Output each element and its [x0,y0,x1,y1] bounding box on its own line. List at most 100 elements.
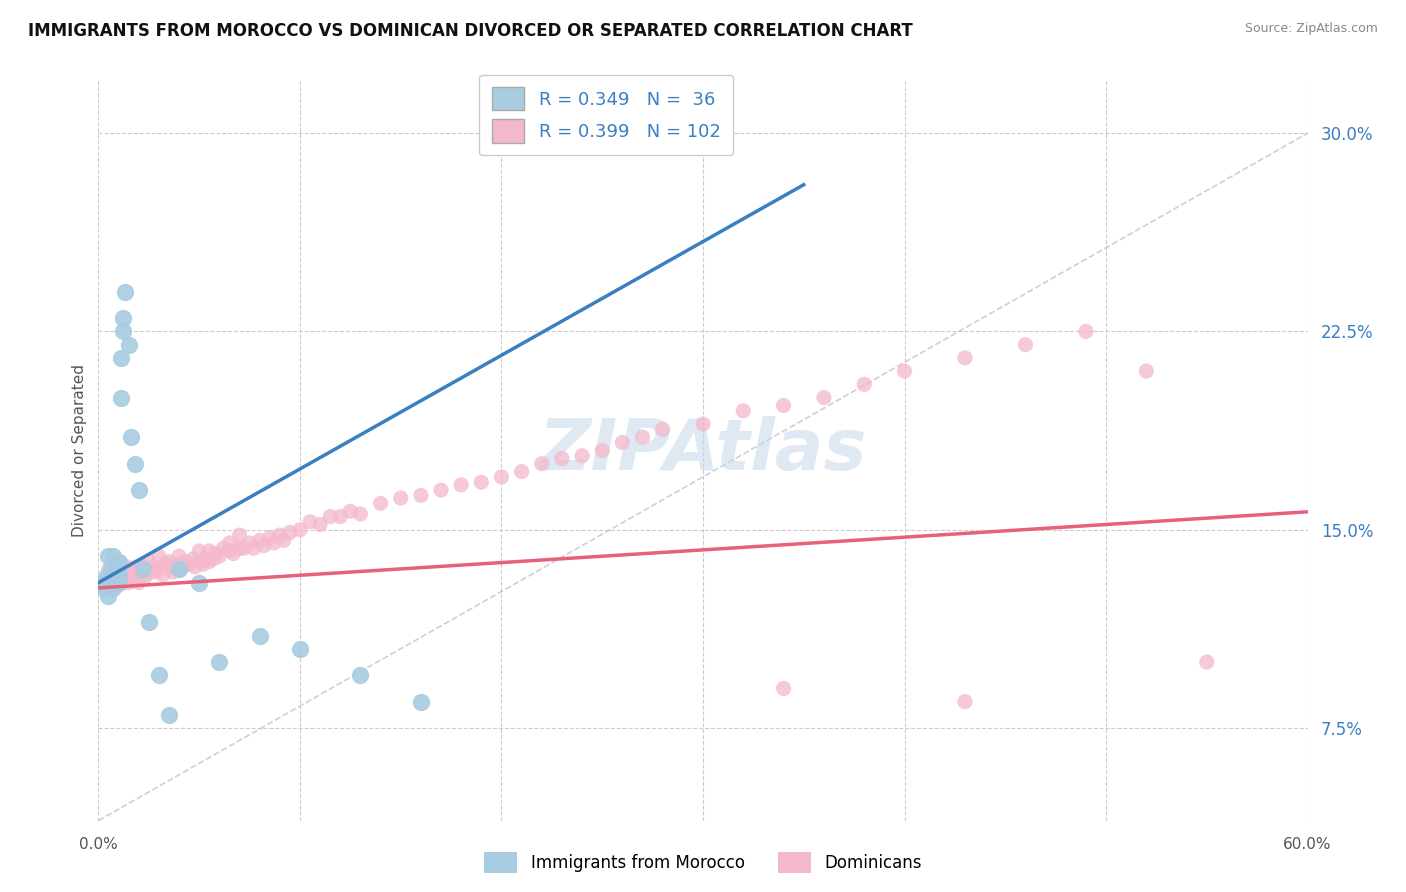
Point [103,575,125,590]
Point [142,559,165,574]
Point [103,562,125,576]
Point [222,547,245,561]
Point [853,377,876,392]
Point [132,562,155,576]
Point [167,562,190,576]
Text: ZIPAtlas: ZIPAtlas [538,416,868,485]
Text: IMMIGRANTS FROM MOROCCO VS DOMINICAN DIVORCED OR SEPARATED CORRELATION CHART: IMMIGRANTS FROM MOROCCO VS DOMINICAN DIV… [28,22,912,40]
Point [157,554,180,569]
Point [309,517,332,532]
Point [107,570,129,584]
Point [409,695,432,709]
Point [263,536,285,550]
Point [273,533,295,548]
Point [125,559,148,574]
Point [97,589,120,603]
Point [115,559,138,574]
Point [118,565,141,579]
Point [204,547,226,561]
Point [101,549,124,564]
Point [299,515,322,529]
Point [232,541,254,556]
Point [339,504,361,518]
Point [893,364,915,378]
Point [167,562,190,576]
Legend: R = 0.349   N =  36, R = 0.399   N = 102: R = 0.349 N = 36, R = 0.399 N = 102 [479,75,734,155]
Point [138,554,160,569]
Point [953,695,976,709]
Text: 0.0%: 0.0% [79,837,118,852]
Text: 60.0%: 60.0% [1284,837,1331,852]
Point [259,531,281,545]
Point [612,435,634,450]
Point [93,581,115,595]
Point [97,549,120,564]
Point [105,562,128,576]
Point [138,615,160,630]
Point [571,449,593,463]
Point [132,559,155,574]
Point [772,681,794,696]
Point [96,570,118,584]
Point [733,404,755,418]
Point [157,707,180,722]
Point [228,541,250,556]
Point [651,422,673,436]
Point [194,552,217,566]
Point [1074,325,1097,339]
Point [174,554,197,569]
Point [278,525,301,540]
Point [470,475,492,490]
Point [163,557,186,571]
Point [198,544,221,558]
Point [228,528,250,542]
Point [450,478,472,492]
Point [128,575,150,590]
Point [153,557,176,571]
Point [1195,655,1218,669]
Point [118,337,141,351]
Point [491,470,513,484]
Point [111,311,134,326]
Point [184,559,207,574]
Point [129,567,152,582]
Point [100,581,122,595]
Point [953,351,976,365]
Text: Source: ZipAtlas.com: Source: ZipAtlas.com [1244,22,1378,36]
Point [120,430,142,444]
Y-axis label: Divorced or Separated: Divorced or Separated [72,364,87,537]
Point [107,554,129,569]
Point [530,457,553,471]
Point [114,570,136,584]
Point [101,567,124,582]
Point [208,655,231,669]
Point [1135,364,1157,378]
Point [319,509,342,524]
Point [124,457,146,471]
Point [202,552,225,566]
Point [212,541,235,556]
Point [138,565,160,579]
Point [188,575,211,590]
Point [218,536,240,550]
Legend: Immigrants from Morocco, Dominicans: Immigrants from Morocco, Dominicans [477,846,929,880]
Point [148,549,170,564]
Point [162,565,184,579]
Point [370,496,392,510]
Point [409,488,432,502]
Point [128,483,150,497]
Point [157,559,180,574]
Point [349,507,371,521]
Point [591,443,613,458]
Point [188,554,211,569]
Point [430,483,453,497]
Point [631,430,654,444]
Point [121,562,143,576]
Point [329,509,352,524]
Point [208,549,231,564]
Point [128,562,150,576]
Point [198,554,221,569]
Point [269,528,291,542]
Point [288,523,311,537]
Point [692,417,714,431]
